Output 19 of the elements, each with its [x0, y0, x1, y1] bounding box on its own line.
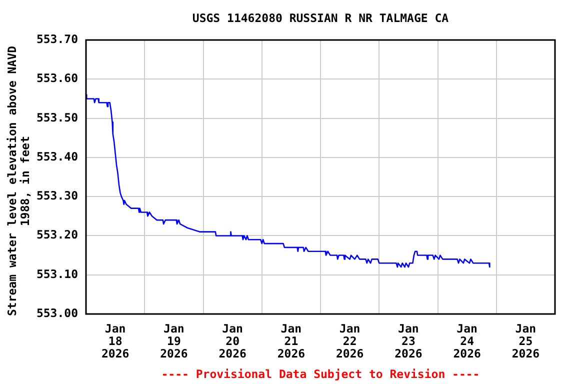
y-tick-label: 553.30 — [36, 188, 78, 203]
x-tick-label: Jan 22 2026 — [336, 321, 364, 361]
y-tick-label: 553.60 — [36, 71, 78, 86]
chart-title: USGS 11462080 RUSSIAN R NR TALMAGE CA — [192, 10, 449, 25]
x-tick-label: Jan 24 2026 — [453, 321, 481, 361]
x-tick-label: Jan 18 2026 — [101, 321, 130, 361]
x-tick-label: Jan 23 2026 — [394, 321, 422, 361]
y-tick-label: 553.20 — [36, 228, 78, 242]
y-tick-label: 553.10 — [36, 266, 78, 281]
x-tick-label: Jan 21 2026 — [277, 321, 306, 361]
x-tick-label: Jan 19 2026 — [160, 321, 188, 361]
x-tick-label: Jan 20 2026 — [218, 321, 246, 361]
x-tick-label: Jan 25 2026 — [512, 321, 540, 361]
y-tick-label: 553.40 — [36, 149, 78, 164]
y-tick-label: 553.70 — [36, 32, 78, 46]
y-tick-label: 553.00 — [36, 306, 78, 320]
y-tick-label: 553.50 — [36, 110, 78, 124]
y-axis-title: Stream water level elevation above NAVD 1988, in feet — [4, 46, 32, 316]
text: ---- Provisional Data Subject to Revision ---- — [161, 366, 480, 381]
